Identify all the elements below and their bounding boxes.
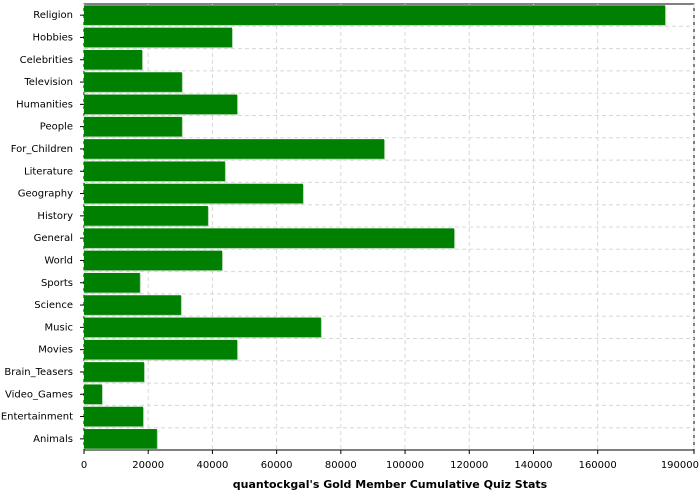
bar <box>84 228 455 248</box>
y-tick-label: General <box>34 233 73 244</box>
x-tick-label: 40000 <box>197 460 229 471</box>
x-tick-label: 80000 <box>325 460 357 471</box>
y-tick-label: Geography <box>18 189 73 200</box>
y-tick-label: For_Children <box>11 144 73 155</box>
y-tick-label: Entertainment <box>1 412 73 423</box>
x-tick-label: 60000 <box>261 460 293 471</box>
y-tick-label: Hobbies <box>33 32 73 43</box>
bar <box>84 250 223 271</box>
bar <box>84 183 303 204</box>
y-tick-label: Religion <box>33 10 73 21</box>
bar <box>84 139 385 159</box>
x-tick-label: 160000 <box>579 460 617 471</box>
bar <box>84 339 238 360</box>
bar <box>84 295 181 315</box>
y-tick-label: Humanities <box>16 99 73 110</box>
y-tick-label: Video_Games <box>5 389 73 400</box>
y-tick-label: Animals <box>33 434 73 445</box>
bar <box>84 406 144 427</box>
x-tick-label: 20000 <box>132 460 164 471</box>
bar <box>84 5 666 25</box>
x-tick-label: 100000 <box>386 460 424 471</box>
bar <box>84 49 143 70</box>
bar <box>84 384 102 405</box>
y-tick-label: Brain_Teasers <box>4 367 73 378</box>
y-tick-label: World <box>44 255 73 266</box>
y-tick-label: Television <box>23 77 73 88</box>
bar <box>84 116 182 137</box>
bar <box>84 272 140 293</box>
y-tick-label: Celebrities <box>20 55 73 66</box>
x-tick-label: 0 <box>81 460 87 471</box>
bar <box>84 206 208 226</box>
y-tick-label: Music <box>45 322 73 333</box>
bar <box>84 27 233 48</box>
bar <box>84 362 145 382</box>
bar <box>84 94 238 115</box>
y-tick-label: Sports <box>41 278 73 289</box>
y-tick-label: People <box>40 122 73 133</box>
y-tick-label: History <box>37 211 73 222</box>
bar <box>84 317 321 338</box>
chart-title: quantockgal's Gold Member Cumulative Qui… <box>233 478 548 491</box>
y-tick-label: Literature <box>24 166 73 177</box>
y-tick-label: Science <box>34 300 73 311</box>
y-tick-label: Movies <box>38 345 73 356</box>
x-tick-label: 120000 <box>450 460 488 471</box>
bar <box>84 161 225 182</box>
bar <box>84 72 182 92</box>
x-tick-label: 190000 <box>661 460 699 471</box>
x-tick-label: 140000 <box>514 460 552 471</box>
bar <box>84 429 157 449</box>
